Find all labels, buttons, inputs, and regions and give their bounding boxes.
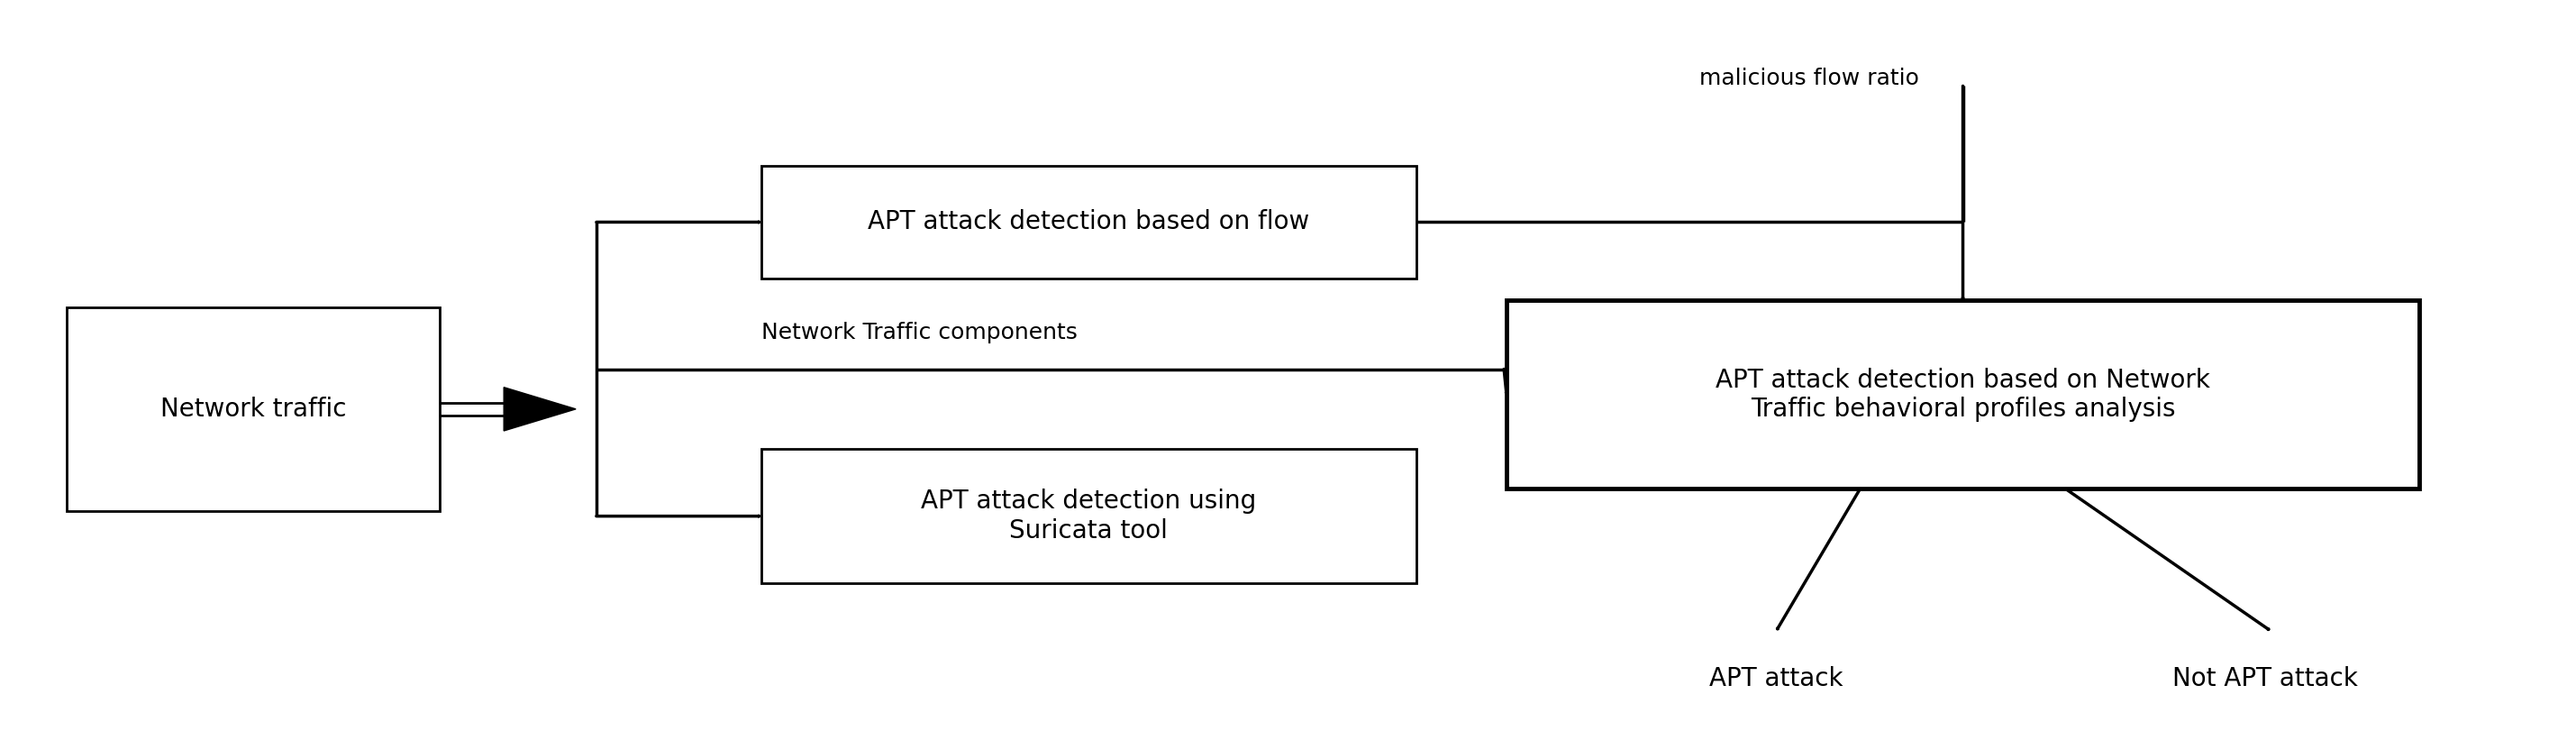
FancyBboxPatch shape — [760, 166, 1417, 279]
Text: APT attack detection based on flow: APT attack detection based on flow — [868, 210, 1309, 235]
Polygon shape — [505, 387, 577, 431]
Text: Network Traffic components: Network Traffic components — [760, 322, 1077, 344]
Text: APT attack: APT attack — [1710, 667, 1844, 692]
FancyBboxPatch shape — [1507, 300, 2419, 489]
FancyBboxPatch shape — [67, 308, 440, 511]
FancyBboxPatch shape — [760, 449, 1417, 583]
Text: Not APT attack: Not APT attack — [2172, 667, 2357, 692]
Text: Network traffic: Network traffic — [160, 396, 345, 422]
Text: malicious flow ratio: malicious flow ratio — [1700, 68, 1919, 90]
Text: APT attack detection using
Suricata tool: APT attack detection using Suricata tool — [922, 489, 1257, 543]
Text: APT attack detection based on Network
Traffic behavioral profiles analysis: APT attack detection based on Network Tr… — [1716, 367, 2210, 422]
